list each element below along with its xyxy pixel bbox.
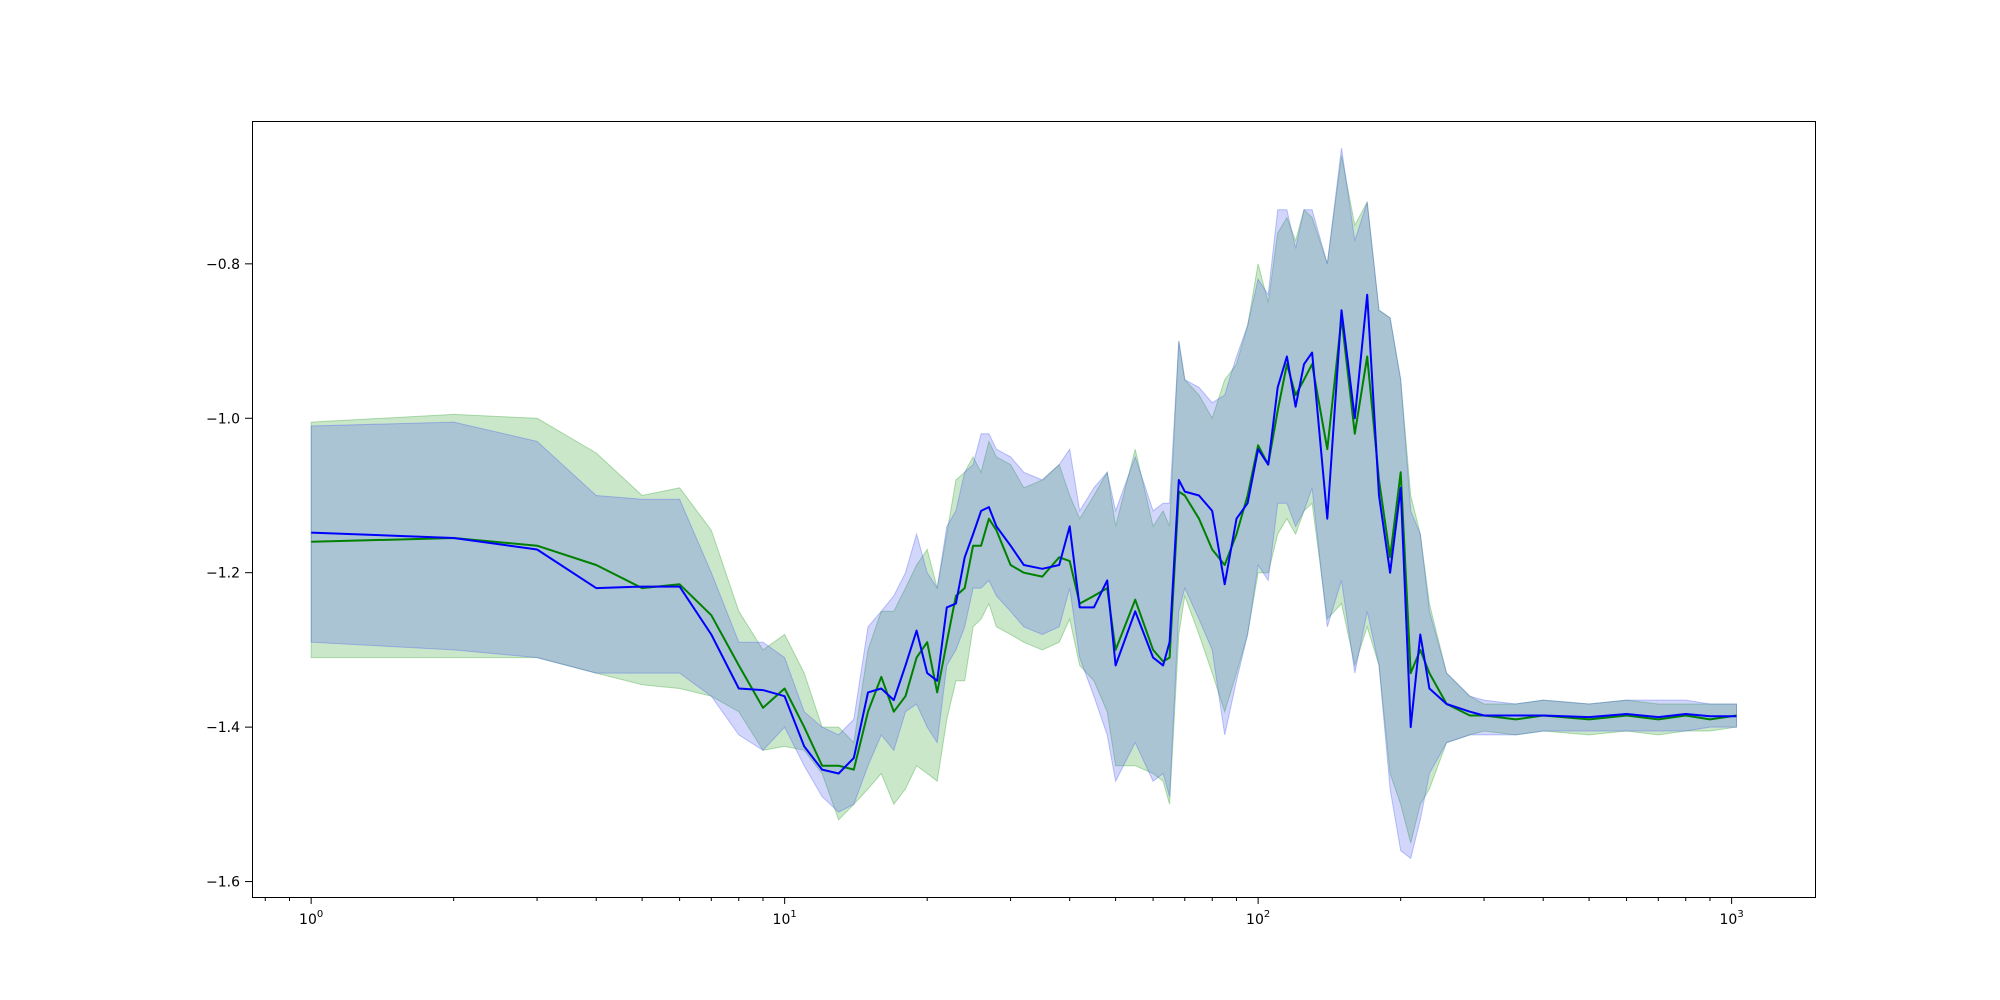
y-tick-label: −1.6 xyxy=(206,875,240,891)
y-tick-label: −1.4 xyxy=(206,720,240,736)
x-tick-label: 100 xyxy=(299,909,323,928)
y-tick-label: −1.0 xyxy=(206,411,240,427)
blue-series-line xyxy=(311,293,1737,775)
confidence-bands xyxy=(310,147,1737,860)
plot-area xyxy=(310,147,1737,860)
x-tick-label: 102 xyxy=(1246,909,1270,928)
green-series-band xyxy=(310,155,1737,844)
green-series-line xyxy=(311,316,1737,771)
blue-series-band xyxy=(310,147,1737,860)
y-tick-label: −1.2 xyxy=(206,566,240,582)
plot-frame xyxy=(252,121,1816,898)
y-axis: −0.8 −1.0 −1.2 −1.4 −1.6 xyxy=(206,257,252,891)
x-tick-label: 101 xyxy=(773,909,797,928)
y-tick-label: −0.8 xyxy=(206,257,240,273)
series-lines xyxy=(311,293,1737,775)
x-axis: 100 101 102 103 xyxy=(264,897,1744,928)
x-tick-label: 103 xyxy=(1720,909,1744,928)
